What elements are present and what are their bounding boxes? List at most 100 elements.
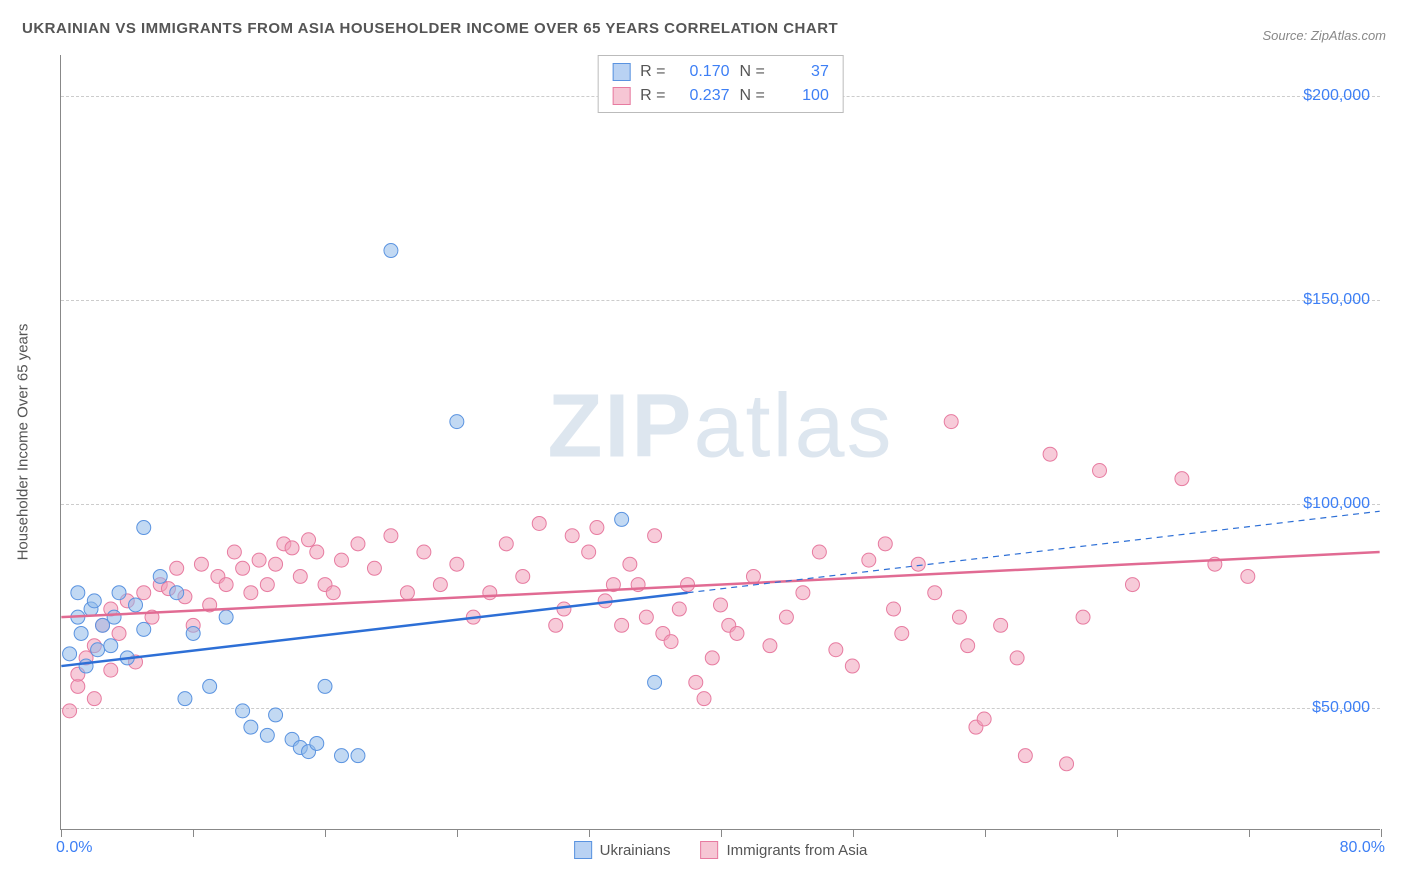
x-tick (1117, 829, 1118, 837)
data-point (318, 679, 332, 693)
data-point (186, 626, 200, 640)
data-point (137, 586, 151, 600)
data-point (681, 578, 695, 592)
data-point (664, 635, 678, 649)
data-point (285, 541, 299, 555)
data-point (417, 545, 431, 559)
correlation-legend: R = 0.170 N = 37 R = 0.237 N = 100 (597, 55, 844, 113)
data-point (697, 692, 711, 706)
data-point (1125, 578, 1139, 592)
x-tick (589, 829, 590, 837)
data-point (549, 618, 563, 632)
x-tick (457, 829, 458, 837)
data-point (615, 512, 629, 526)
data-point (293, 569, 307, 583)
x-tick (853, 829, 854, 837)
data-point (178, 692, 192, 706)
data-point (334, 553, 348, 567)
data-point (74, 626, 88, 640)
legend-item-asia: Immigrants from Asia (701, 841, 868, 859)
legend-item-ukrainians: Ukrainians (574, 841, 671, 859)
data-point (648, 529, 662, 543)
data-point (351, 537, 365, 551)
data-point (994, 618, 1008, 632)
data-point (746, 569, 760, 583)
data-point (310, 545, 324, 559)
x-tick (61, 829, 62, 837)
x-tick (325, 829, 326, 837)
r-label: R = (640, 60, 665, 84)
data-point (269, 708, 283, 722)
data-point (1093, 464, 1107, 478)
data-point (236, 561, 250, 575)
chart-title: UKRAINIAN VS IMMIGRANTS FROM ASIA HOUSEH… (22, 20, 838, 37)
data-point (1043, 447, 1057, 461)
data-point (878, 537, 892, 551)
data-point (499, 537, 513, 551)
data-point (302, 533, 316, 547)
data-point (91, 643, 105, 657)
data-point (1018, 749, 1032, 763)
n-value: 37 (775, 60, 829, 84)
data-point (705, 651, 719, 665)
x-tick (1381, 829, 1382, 837)
legend-swatch-blue (612, 63, 630, 81)
legend-swatch-pink (612, 87, 630, 105)
data-point (1060, 757, 1074, 771)
data-point (1076, 610, 1090, 624)
legend-row-asia: R = 0.237 N = 100 (612, 84, 829, 108)
trend-line (61, 593, 687, 666)
data-point (829, 643, 843, 657)
trend-line (688, 511, 1380, 592)
data-point (170, 561, 184, 575)
data-point (129, 598, 143, 612)
n-label: N = (740, 84, 765, 108)
data-point (812, 545, 826, 559)
data-point (648, 675, 662, 689)
data-point (334, 749, 348, 763)
data-point (845, 659, 859, 673)
r-label: R = (640, 84, 665, 108)
data-point (87, 594, 101, 608)
legend-swatch-pink (701, 841, 719, 859)
y-axis-title: Householder Income Over 65 years (15, 324, 32, 561)
data-point (433, 578, 447, 592)
data-point (63, 704, 77, 718)
x-axis-max-label: 80.0% (1340, 839, 1385, 857)
data-point (252, 553, 266, 567)
x-tick (1249, 829, 1250, 837)
data-point (260, 728, 274, 742)
data-point (450, 557, 464, 571)
data-point (112, 626, 126, 640)
legend-label: Ukrainians (600, 842, 671, 859)
data-point (63, 647, 77, 661)
data-point (367, 561, 381, 575)
data-point (672, 602, 686, 616)
data-point (326, 586, 340, 600)
data-point (194, 557, 208, 571)
data-point (961, 639, 975, 653)
data-point (104, 663, 118, 677)
data-point (351, 749, 365, 763)
data-point (112, 586, 126, 600)
x-tick (193, 829, 194, 837)
source-attribution: Source: ZipAtlas.com (1262, 28, 1386, 43)
data-point (227, 545, 241, 559)
data-point (944, 415, 958, 429)
data-point (310, 736, 324, 750)
data-point (219, 610, 233, 624)
x-tick (985, 829, 986, 837)
data-point (763, 639, 777, 653)
data-point (952, 610, 966, 624)
n-value: 100 (775, 84, 829, 108)
data-point (137, 521, 151, 535)
data-point (1175, 472, 1189, 486)
data-point (483, 586, 497, 600)
data-point (244, 586, 258, 600)
data-point (153, 569, 167, 583)
x-tick (721, 829, 722, 837)
data-point (779, 610, 793, 624)
data-point (862, 553, 876, 567)
legend-swatch-blue (574, 841, 592, 859)
data-point (137, 622, 151, 636)
